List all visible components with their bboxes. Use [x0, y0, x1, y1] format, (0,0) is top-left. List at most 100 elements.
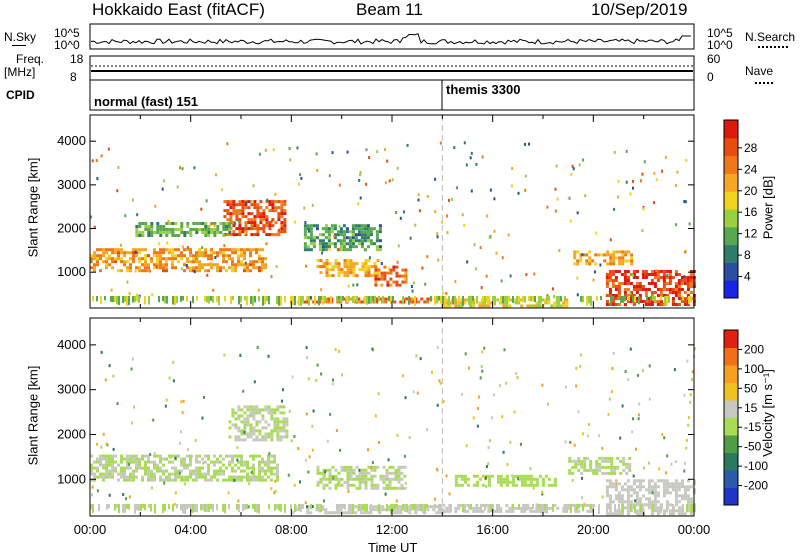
colorbar-segment — [724, 435, 738, 453]
freq-tick-top: 18 — [70, 52, 84, 66]
nsearch-tick-bottom: 10^0 — [707, 38, 733, 52]
radar-title: Hokkaido East (fitACF) — [92, 0, 265, 19]
data-region — [90, 248, 267, 273]
colorbar-tick-label: 24 — [744, 162, 758, 176]
colorbar-segment — [724, 191, 738, 210]
nsky-panel — [89, 23, 695, 50]
nave-dots — [755, 82, 773, 84]
velocity-ylabel: Slant Range [km] — [25, 365, 41, 466]
nsky-underline — [12, 45, 26, 46]
colorbar-segment — [724, 173, 738, 192]
x-tick-label: 20:00 — [577, 522, 610, 537]
colorbar-segment — [724, 487, 738, 506]
colorbar-segment — [724, 120, 738, 139]
freq-unit-label: [MHz] — [4, 65, 36, 79]
plot-frame — [89, 317, 695, 517]
colorbar-segment — [724, 262, 738, 281]
y-tick-label: 4000 — [57, 337, 86, 352]
colorbar-segment — [724, 244, 738, 263]
colorbar-segment — [724, 400, 738, 418]
y-tick-label: 1000 — [57, 264, 86, 279]
power-colorbar-label: Power [dB] — [760, 175, 776, 240]
data-region — [454, 474, 557, 487]
nave-tick-top: 60 — [707, 52, 721, 66]
velocity-colorbar-label: Velocity [m s⁻¹] — [760, 369, 775, 457]
velocity-colorbar: 200 100 50 15 -15 -50 -100 -200 — [723, 329, 768, 506]
data-region — [223, 200, 287, 237]
colorbar-tick-label: 15 — [744, 401, 758, 415]
beam-label: Beam 11 — [356, 0, 423, 19]
colorbar-tick-label: 50 — [744, 381, 758, 395]
x-tick-label: 12:00 — [376, 522, 409, 537]
power-colorbar: 4 8 12 16 20 24 28 — [723, 119, 758, 299]
freq-label: Freq. — [16, 52, 45, 66]
y-tick-label: 4000 — [57, 133, 86, 148]
colorbar-segment — [724, 470, 738, 488]
cpid-segment-normal: normal (fast) 151 — [94, 94, 198, 109]
nsearch-label: N.Search — [745, 30, 796, 44]
freq-panel — [89, 55, 695, 81]
colorbar-tick-label: 28 — [744, 141, 758, 155]
y-tick-label: 3000 — [57, 382, 86, 397]
data-region — [90, 454, 279, 482]
nsky-trace — [90, 33, 691, 45]
scatter-speckles — [90, 141, 691, 301]
colorbar-frame — [723, 119, 739, 299]
x-tick-label: 08:00 — [275, 522, 308, 537]
nsky-label: N.Sky — [4, 30, 37, 44]
near-range-band — [92, 296, 692, 306]
nsky-tick-bottom: 10^0 — [54, 38, 80, 52]
nsearch-dots — [758, 46, 788, 48]
colorbar-segment — [724, 417, 738, 436]
colorbar-tick-label: 12 — [744, 227, 758, 241]
colorbar-segment — [724, 280, 738, 299]
colorbar-tick-label: 4 — [744, 270, 751, 284]
y-tick-label: 2000 — [57, 426, 86, 441]
data-region — [316, 465, 407, 490]
colorbar-tick-label: 20 — [744, 184, 758, 198]
colorbar-segment — [724, 452, 738, 471]
colorbar-tick-label: -200 — [744, 479, 768, 493]
data-region — [605, 270, 696, 306]
power-ylabel: Slant Range [km] — [25, 157, 41, 258]
x-tick-label: 16:00 — [476, 522, 509, 537]
colorbar-tick-label: 16 — [744, 205, 758, 219]
x-tick-label: 04:00 — [174, 522, 207, 537]
nave-tick-bottom: 0 — [707, 70, 714, 84]
freq-tick-bottom: 8 — [70, 70, 77, 84]
power-panel: 1000 2000 3000 4000 — [57, 114, 696, 309]
colorbar-tick-label: 200 — [744, 342, 764, 356]
colorbar-segment — [724, 137, 738, 157]
colorbar-tick-label: -50 — [744, 440, 762, 454]
x-axis-label: Time UT — [368, 540, 418, 555]
cpid-panel — [89, 79, 695, 111]
cpid-label: CPID — [6, 88, 35, 102]
x-tick-label: 00:00 — [678, 522, 711, 537]
colorbar-segment — [724, 382, 738, 401]
colorbar-frame — [723, 329, 739, 506]
data-region — [316, 259, 380, 278]
nave-label: Nave — [745, 64, 774, 78]
velocity-panel: 1000 2000 3000 4000 00:00 04:00 08:00 12:00 16:0… — [57, 317, 711, 537]
x-tick-label: 00:00 — [74, 522, 107, 537]
colorbar-segment — [724, 347, 738, 366]
data-region — [374, 265, 408, 287]
colorbar-tick-label: 100 — [744, 362, 764, 376]
date-label: 10/Sep/2019 — [591, 0, 688, 19]
data-region — [228, 405, 289, 442]
data-region — [568, 456, 632, 475]
colorbar-segment — [724, 330, 738, 348]
data-region — [573, 250, 634, 266]
colorbar-segment — [724, 226, 738, 246]
y-tick-label: 3000 — [57, 177, 86, 192]
colorbar-tick-label: -100 — [744, 459, 768, 473]
colorbar-tick-label: 8 — [744, 248, 751, 262]
colorbar-tick-label: -15 — [744, 420, 762, 434]
y-tick-label: 1000 — [57, 471, 86, 486]
cpid-segment-themis: themis 3300 — [446, 82, 520, 97]
data-region — [303, 224, 382, 252]
colorbar-segment — [724, 365, 738, 383]
colorbar-segment — [724, 209, 738, 228]
nsky-tick-top: 10^5 — [54, 26, 80, 40]
